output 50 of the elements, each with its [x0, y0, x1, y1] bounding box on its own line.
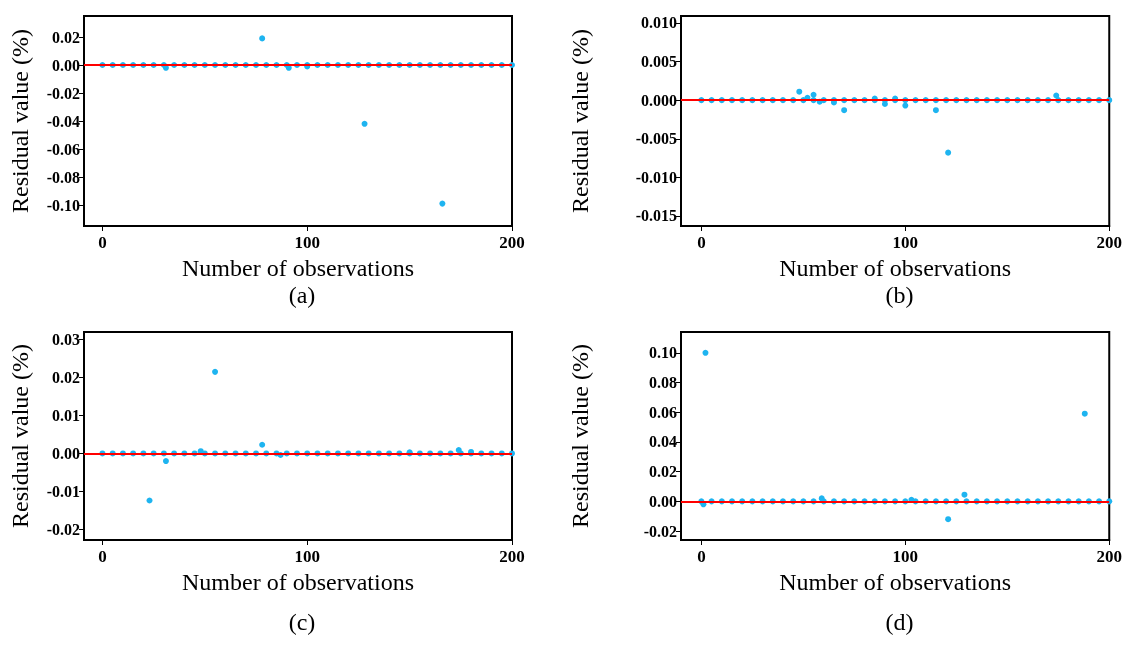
y-axis-title: Residual value (%): [7, 344, 33, 528]
y-tick-label: 0.00: [649, 492, 677, 510]
x-tick-label: 0: [697, 233, 706, 252]
x-tick-label: 200: [499, 233, 525, 252]
y-tick-label: 0.03: [52, 331, 80, 349]
y-tick-label: 0.08: [649, 374, 677, 392]
y-tick-label: -0.005: [635, 130, 677, 148]
y-tick-label: 0.00: [52, 56, 80, 74]
x-axis-title: Number of observations: [779, 255, 1012, 281]
x-tick-label: 100: [892, 233, 919, 252]
y-tick-label: -0.02: [643, 522, 677, 540]
y-axis-title: Residual value (%): [567, 29, 593, 213]
x-tick-label: 0: [98, 233, 107, 252]
y-tick-label: -0.08: [46, 168, 80, 186]
x-tick-label: 100: [294, 547, 320, 566]
y-tick-label: 0.10: [649, 344, 677, 362]
text: (a): [288, 282, 316, 308]
y-tick-label: 0.02: [52, 28, 80, 46]
y-tick-label: 0.06: [649, 403, 677, 421]
y-tick-label: -0.10: [46, 196, 80, 214]
y-axis-title: Residual value (%): [567, 344, 593, 528]
y-tick-label: 0.02: [52, 369, 80, 387]
y-tick-label: 0.01: [52, 407, 80, 424]
x-axis-title: Number of observations: [182, 569, 414, 595]
text: (b): [885, 282, 914, 308]
y-tick-label: 0.010: [641, 14, 677, 32]
y-axis-title: Residual value (%): [7, 29, 33, 213]
y-tick-label: 0.04: [649, 433, 677, 451]
x-tick-label: 200: [1096, 547, 1122, 566]
y-tick-label: -0.06: [46, 140, 80, 158]
x-tick-label: 0: [697, 547, 706, 566]
x-axis-title: Number of observations: [182, 255, 414, 281]
y-tick-label: 0.005: [641, 53, 677, 71]
y-tick-label: 0.02: [649, 463, 677, 481]
y-tick-label: -0.015: [635, 207, 677, 225]
x-tick-label: 200: [1096, 233, 1122, 252]
y-tick-label: -0.010: [635, 168, 677, 186]
y-tick-label: 0.000: [641, 91, 677, 109]
x-tick-label: 100: [892, 547, 919, 566]
text: (c): [288, 609, 316, 635]
x-axis-title: Number of observations: [779, 569, 1012, 595]
x-tick-label: 200: [499, 547, 525, 566]
y-tick-label: -0.02: [46, 84, 80, 102]
y-tick-label: -0.01: [46, 482, 80, 500]
y-tick-label: -0.04: [46, 112, 80, 130]
y-tick-label: -0.02: [46, 520, 80, 538]
text: (d): [885, 609, 914, 635]
x-tick-label: 0: [98, 547, 107, 566]
x-tick-label: 100: [294, 233, 320, 252]
y-tick-label: 0.00: [52, 444, 80, 462]
